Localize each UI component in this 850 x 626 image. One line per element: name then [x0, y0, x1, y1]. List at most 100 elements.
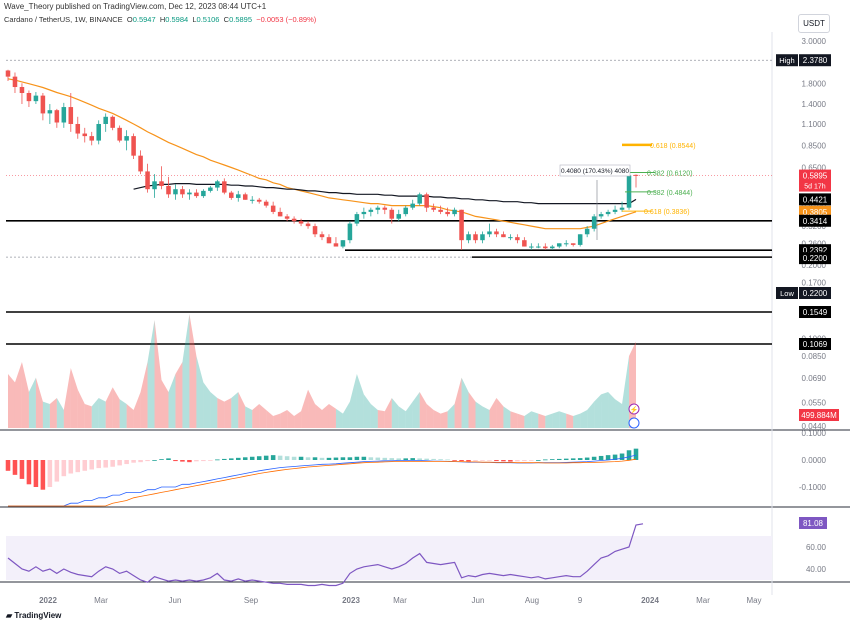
volume-area-segment [356, 374, 364, 428]
volume-area-segment [538, 413, 546, 428]
macd-histogram-bar [33, 460, 39, 487]
volume-area-segment [384, 398, 392, 428]
macd-histogram-bar [368, 457, 374, 460]
volume-area-segment [98, 398, 106, 428]
volume-area-segment [308, 389, 316, 428]
volume-area-segment [503, 406, 511, 428]
volume-area-segment [140, 362, 148, 428]
macd-histogram-bar [54, 460, 60, 482]
rsi-value-text: 81.08 [803, 519, 824, 528]
candle-body [605, 211, 611, 215]
volume-area-segment [447, 404, 455, 428]
volume-area-segment [524, 411, 532, 428]
macd-histogram-bar [549, 459, 555, 460]
lightning-icon-glyph: ⚡ [630, 405, 639, 414]
tradingview-logo: ▰ TradingView [6, 611, 62, 620]
volume-area-segment [328, 404, 336, 428]
candle-body [235, 194, 241, 198]
tradingview-icon: ▰ [6, 611, 13, 620]
macd-histogram-bar [347, 457, 353, 460]
volume-area-segment [566, 413, 574, 428]
macd-histogram-bar [222, 458, 227, 460]
price-axis-label-text: 0.2200 [803, 254, 828, 263]
rsi-tick-label: 40.00 [806, 565, 827, 574]
macd-histogram-bar [508, 460, 513, 462]
price-axis-label [799, 338, 831, 350]
volume-area-segment [398, 406, 406, 428]
macd-histogram-bar [466, 460, 471, 462]
macd-histogram-bar [256, 456, 262, 460]
candle-body [598, 214, 604, 217]
candle-body [249, 199, 255, 201]
volume-area-segment [496, 398, 504, 428]
candle-body [277, 211, 283, 217]
volume-area-segment [266, 410, 274, 428]
volume-area-segment [377, 410, 385, 428]
candle-body [173, 189, 178, 195]
macd-histogram-bar [40, 460, 46, 490]
macd-histogram-bar [591, 456, 597, 460]
macd-histogram-bar [229, 458, 234, 460]
macd-histogram-bar [215, 459, 220, 461]
macd-histogram-bar [117, 460, 122, 466]
macd-histogram-bar [249, 456, 255, 460]
flag-icon [628, 417, 640, 429]
candle-body [5, 70, 11, 77]
candle-body [529, 246, 534, 248]
candle-body [570, 243, 576, 245]
macd-histogram-bar [529, 460, 534, 461]
candle-body [368, 209, 374, 212]
volume-area-segment [454, 377, 462, 428]
candle-body [577, 234, 583, 245]
macd-histogram-bar [326, 457, 332, 460]
price-axis-label-text: 2.3780 [803, 56, 828, 65]
macd-histogram-bar [480, 460, 485, 461]
volume-area-segment [84, 404, 92, 428]
macd-histogram-bar [312, 457, 318, 460]
low-value: 0.5106 [196, 15, 220, 24]
volume-area-segment [615, 399, 623, 428]
macd-histogram-bar [333, 457, 339, 460]
macd-histogram-bar [438, 459, 443, 460]
volume-area-segment [91, 398, 99, 428]
candle-body [229, 192, 234, 198]
macd-histogram-bar [417, 458, 422, 460]
macd-histogram-bar [396, 458, 402, 460]
candle-body [438, 209, 443, 212]
candle-body [194, 192, 199, 197]
price-tick-label: 0.8500 [802, 141, 827, 150]
currency-button[interactable]: USDT [798, 14, 830, 33]
candle-body [256, 199, 262, 202]
high-value: 0.5984 [165, 15, 189, 24]
volume-area-segment [335, 408, 343, 428]
macd-tick-label: 0.1000 [802, 429, 827, 438]
candle-body [508, 237, 513, 239]
macd-histogram-bar [173, 460, 178, 462]
candle-body [47, 110, 53, 114]
macd-histogram-bar [361, 456, 367, 460]
volume-area-segment [238, 392, 246, 428]
candle-body [431, 207, 436, 210]
volume-area-segment [147, 320, 155, 428]
macd-histogram-bar [340, 457, 346, 460]
fib-level-label: 0.382 (0.6120) [647, 170, 693, 177]
macd-histogram-bar [605, 455, 611, 460]
price-tick-label: 0.1700 [802, 278, 827, 287]
candle-body [556, 243, 562, 247]
volume-area-segment [35, 377, 43, 428]
axis-tag-text: High [779, 56, 794, 65]
volume-area-segment [182, 314, 190, 428]
candle-body [26, 92, 32, 102]
volume-area-segment [42, 401, 50, 428]
macd-histogram-bar [445, 459, 450, 461]
x-tick-label: Jun [169, 596, 182, 605]
macd-histogram-bar [61, 460, 67, 477]
symbol-info: Cardano / TetherUS, 1W, BINANCE O0.5947 … [4, 15, 317, 24]
macd-histogram-bar [305, 457, 311, 460]
candle-body [549, 246, 555, 249]
candle-body [591, 216, 597, 229]
candle-body [110, 116, 115, 128]
volume-area-segment [629, 341, 636, 428]
price-axis-label [799, 169, 831, 192]
